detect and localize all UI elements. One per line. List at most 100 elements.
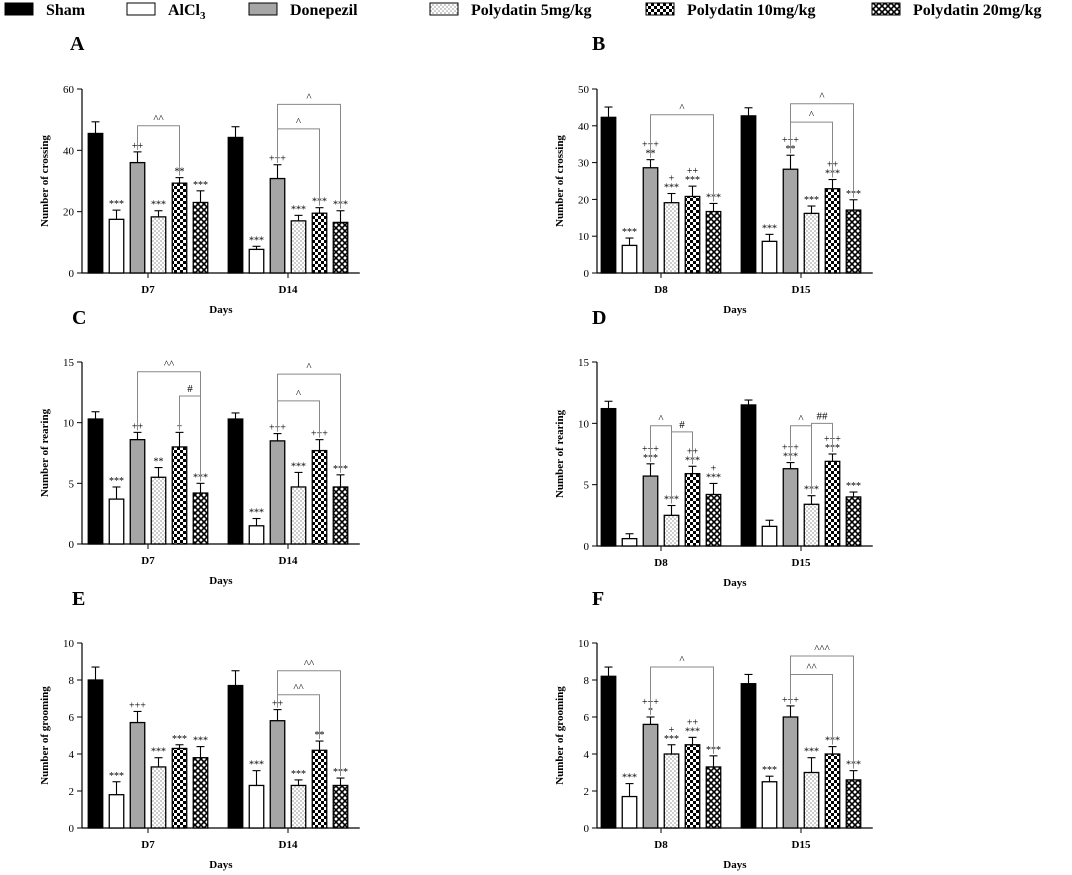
- y-tick-label: 4: [69, 749, 75, 761]
- bar: [332, 486, 349, 545]
- bar: [129, 721, 146, 829]
- bar: [684, 472, 701, 547]
- bar: [150, 766, 167, 829]
- significance-label: ***: [151, 200, 166, 211]
- x-axis-label: Days: [209, 304, 233, 316]
- y-tick-label: 5: [584, 480, 590, 492]
- legend-label: Donepezil: [290, 2, 358, 19]
- significance-label: ++: [687, 717, 699, 728]
- y-tick-label: 20: [578, 194, 590, 206]
- y-tick-label: 60: [63, 84, 75, 96]
- y-tick-label: 30: [578, 158, 590, 170]
- x-tick-label: D8: [654, 557, 668, 569]
- y-tick-label: 4: [584, 749, 590, 761]
- bar: [290, 220, 307, 274]
- bar: [108, 794, 125, 829]
- comparison-bracket: [790, 655, 854, 769]
- y-tick-label: 10: [578, 418, 590, 430]
- bracket-label: ^^^: [814, 643, 830, 655]
- legend-label: Sham: [46, 2, 86, 19]
- significance-label: ***: [622, 227, 637, 238]
- legend-label: Polydatin 10mg/kg: [687, 2, 815, 19]
- significance-label: ***: [109, 199, 124, 210]
- significance-label: ***: [291, 461, 306, 472]
- y-tick-label: 0: [69, 539, 75, 551]
- bar: [642, 475, 659, 547]
- x-tick-label: D8: [654, 284, 668, 296]
- x-tick-label: D7: [141, 555, 155, 567]
- bar: [600, 116, 617, 274]
- bar: [845, 209, 862, 274]
- bar: [600, 407, 617, 547]
- significance-label: ***: [685, 726, 700, 737]
- bracket-label: ^: [306, 91, 312, 103]
- bar: [684, 195, 701, 274]
- bar: [803, 771, 820, 829]
- bar: [87, 679, 104, 829]
- bar: [642, 723, 659, 829]
- y-tick-label: 10: [63, 418, 75, 430]
- x-tick-label: D15: [792, 839, 811, 851]
- y-tick-label: 6: [69, 712, 75, 724]
- bar: [824, 753, 841, 829]
- significance-label: ***: [804, 747, 819, 758]
- x-tick-label: D8: [654, 839, 668, 851]
- significance-label: ***: [193, 180, 208, 191]
- bracket-label: ^^: [304, 658, 315, 670]
- bar: [171, 446, 188, 545]
- y-axis-label: Number of grooming: [39, 686, 51, 785]
- bar: [332, 784, 349, 829]
- y-tick-label: 40: [63, 145, 75, 157]
- significance-label: ***: [706, 472, 721, 483]
- x-tick-label: D7: [141, 839, 155, 851]
- bar: [290, 486, 307, 545]
- bracket-label: ^: [679, 102, 685, 114]
- bar: [269, 720, 286, 829]
- y-tick-label: 0: [584, 268, 590, 280]
- comparison-bracket: [811, 422, 833, 494]
- panel-letter: D: [592, 307, 606, 329]
- y-tick-label: 40: [578, 121, 590, 133]
- bar: [87, 418, 104, 545]
- bar: [192, 492, 209, 545]
- legend-swatch: [248, 2, 278, 16]
- bracket-label: ^: [679, 654, 685, 666]
- y-tick-label: 0: [69, 823, 75, 835]
- x-axis-label: Days: [723, 859, 747, 871]
- significance-label: ***: [172, 734, 187, 745]
- legend: Sham AlCl3 Donepezil Polydatin 5mg/kg Polyda…: [4, 2, 1041, 22]
- bracket-label: ^^: [806, 661, 817, 673]
- bar: [684, 744, 701, 829]
- significance-label: ***: [685, 175, 700, 186]
- panel-letter: C: [72, 307, 86, 329]
- bar: [740, 115, 757, 274]
- panel-letter: A: [70, 33, 85, 55]
- significance-label: ***: [664, 734, 679, 745]
- bar: [600, 675, 617, 829]
- significance-label: ***: [291, 204, 306, 215]
- significance-label: +: [669, 174, 675, 185]
- legend-label: Polydatin 5mg/kg: [471, 2, 591, 19]
- bar: [129, 161, 146, 274]
- x-axis-label: Days: [209, 859, 233, 871]
- comparison-bracket: [650, 114, 714, 202]
- bar: [761, 525, 778, 547]
- comparison-bracket: [277, 373, 341, 473]
- bar: [621, 244, 638, 274]
- bar: [227, 684, 244, 829]
- y-tick-label: 5: [69, 478, 75, 490]
- comparison-bracket: [137, 125, 180, 176]
- panel-letter: F: [592, 588, 604, 610]
- bar: [803, 212, 820, 274]
- comparison-bracket: [650, 666, 714, 754]
- significance-label: ++: [687, 166, 699, 177]
- bar: [705, 766, 722, 829]
- bar: [150, 216, 167, 274]
- bar: [782, 168, 799, 274]
- significance-label: ***: [622, 773, 637, 784]
- bar: [782, 468, 799, 547]
- comparison-bracket: [277, 670, 341, 777]
- significance-label: ***: [804, 195, 819, 206]
